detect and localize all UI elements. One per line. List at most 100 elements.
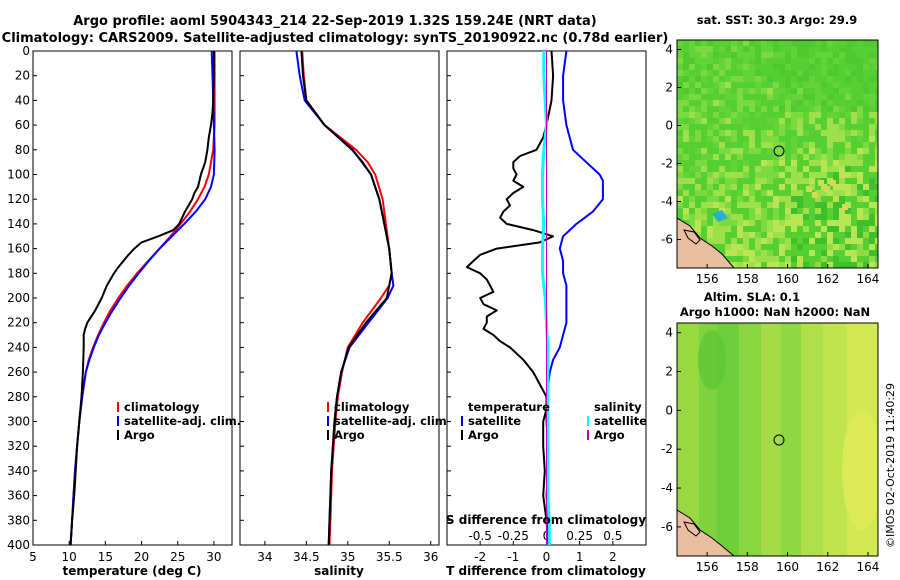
- sst-cell: [833, 166, 839, 172]
- sst-cell: [809, 82, 815, 88]
- sst-cell: [827, 202, 833, 208]
- sst-cell: [827, 262, 833, 268]
- sst-cell: [791, 82, 797, 88]
- sst-cell: [845, 250, 851, 256]
- sst-cell: [719, 220, 725, 226]
- t-diff-argo-line: [465, 51, 555, 545]
- sst-cell: [839, 160, 845, 166]
- sst-cell: [713, 220, 719, 226]
- sst-cell: [797, 124, 803, 130]
- sst-cell: [857, 232, 863, 238]
- sst-cell: [785, 112, 791, 118]
- sst-cell: [833, 226, 839, 232]
- sst-cell: [737, 202, 743, 208]
- sst-cell: [773, 154, 779, 160]
- map-lat-label: -4: [661, 481, 673, 495]
- sst-cell: [791, 88, 797, 94]
- sst-cell: [851, 232, 857, 238]
- map-lat-label: -6: [661, 520, 673, 534]
- sst-cell: [821, 52, 827, 58]
- sst-cell: [797, 118, 803, 124]
- sst-cell: [677, 82, 683, 88]
- sst-cell: [791, 142, 797, 148]
- sst-cell: [731, 130, 737, 136]
- sst-cell: [755, 46, 761, 52]
- sst-cell: [797, 196, 803, 202]
- temperature-legend: climatology satellite-adj. clim. Argo: [117, 400, 241, 442]
- sst-cell: [803, 130, 809, 136]
- sst-cell: [743, 190, 749, 196]
- sst-cell: [731, 46, 737, 52]
- sst-warm-cell: [812, 192, 818, 198]
- map-lon-label: 156: [696, 272, 719, 286]
- sst-cell: [719, 184, 725, 190]
- sst-cell: [773, 136, 779, 142]
- sst-cell: [839, 166, 845, 172]
- map-lon-label: 160: [776, 272, 799, 286]
- sst-cell: [701, 52, 707, 58]
- sst-cell: [773, 130, 779, 136]
- sst-cell: [863, 40, 869, 46]
- sst-cell: [755, 82, 761, 88]
- sst-cell: [707, 52, 713, 58]
- map-lat-label: 0: [665, 119, 673, 133]
- sst-cell: [875, 208, 878, 214]
- sst-cell: [779, 142, 785, 148]
- sst-cell: [767, 130, 773, 136]
- sst-cell: [743, 250, 749, 256]
- sst-cell: [803, 76, 809, 82]
- sst-cell: [713, 136, 719, 142]
- sst-cell: [731, 238, 737, 244]
- sst-cell: [749, 220, 755, 226]
- sst-cell: [875, 166, 878, 172]
- sst-cell: [851, 58, 857, 64]
- sst-cell: [677, 40, 683, 46]
- sst-cell: [815, 208, 821, 214]
- sst-cell: [845, 148, 851, 154]
- sst-cell: [707, 226, 713, 232]
- map-lat-label: 2: [665, 81, 673, 95]
- sst-cell: [761, 250, 767, 256]
- sst-cell: [863, 250, 869, 256]
- sla-coast-land: [677, 509, 735, 556]
- sst-cell: [725, 172, 731, 178]
- sla-band: [739, 323, 761, 556]
- sst-cell: [815, 214, 821, 220]
- sst-cell: [773, 160, 779, 166]
- sst-cell: [785, 178, 791, 184]
- sst-cell: [839, 52, 845, 58]
- sst-cell: [743, 256, 749, 262]
- sst-cell: [791, 106, 797, 112]
- sst-cell: [761, 256, 767, 262]
- legend-argo-label: Argo: [334, 428, 365, 442]
- sst-cell: [857, 172, 863, 178]
- sst-cell: [845, 112, 851, 118]
- sst-cell: [869, 58, 875, 64]
- figure-title-line1: Argo profile: aoml 5904343_214 22-Sep-20…: [73, 14, 597, 29]
- sst-cell: [833, 112, 839, 118]
- map-lat-label: -2: [661, 157, 673, 171]
- sst-cell: [755, 58, 761, 64]
- sst-cell: [839, 88, 845, 94]
- sst-cell: [689, 220, 695, 226]
- legend-temperature-title: temperature: [468, 400, 550, 414]
- sst-cell: [731, 94, 737, 100]
- sst-cell: [743, 244, 749, 250]
- sst-cell: [743, 142, 749, 148]
- sst-cell: [725, 130, 731, 136]
- depth-tick-label: 320: [7, 439, 30, 453]
- depth-tick-label: 260: [7, 365, 30, 379]
- sst-cell: [863, 232, 869, 238]
- sst-cell: [695, 166, 701, 172]
- sst-cell: [785, 220, 791, 226]
- sst-cell: [773, 202, 779, 208]
- sst-cell: [857, 220, 863, 226]
- sla-band: [801, 323, 823, 556]
- sst-cell: [779, 154, 785, 160]
- sst-cell: [707, 238, 713, 244]
- sst-cell: [875, 142, 878, 148]
- sst-cell: [803, 142, 809, 148]
- sst-cell: [851, 40, 857, 46]
- x-tick-label: 34: [257, 550, 272, 564]
- sst-cell: [707, 58, 713, 64]
